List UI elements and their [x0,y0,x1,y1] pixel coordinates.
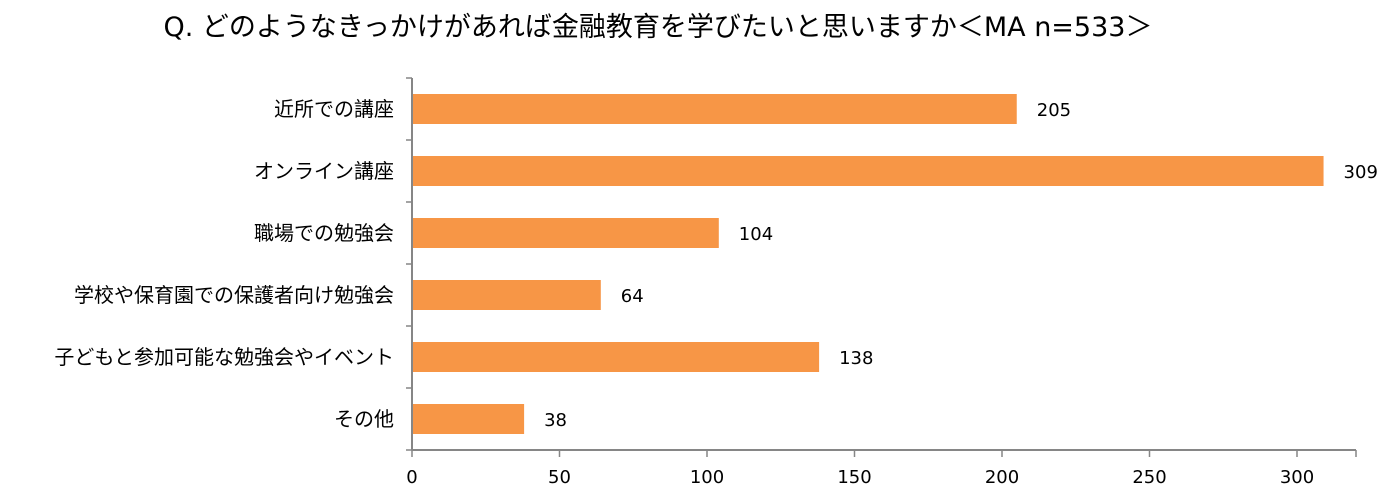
category-label: 子どもと参加可能な勉強会やイベント [54,345,394,369]
category-labels: 近所での講座オンライン講座職場での勉強会学校や保育園での保護者向け勉強会子どもと… [54,97,394,431]
data-label: 138 [839,348,873,369]
axes: 0 50 100 150 200 250 300 [406,77,1357,488]
data-label: 309 [1344,162,1378,183]
bar [413,404,525,434]
bar [413,156,1324,186]
bar [413,94,1017,124]
x-tick-label: 250 [1132,467,1166,488]
data-label: 205 [1037,100,1071,121]
bar [413,342,820,372]
bars-layer [413,94,1324,434]
x-tick-label: 150 [837,467,871,488]
data-label: 104 [739,224,773,245]
category-label: オンライン講座 [254,159,394,183]
category-label: 近所での講座 [274,97,394,121]
category-label: 職場での勉強会 [254,221,394,245]
data-label: 38 [544,410,567,431]
x-tick-label: 50 [548,467,571,488]
chart-title: Q. どのようなきっかけがあれば金融教育を学びたいと思いますか＜MA n=533… [164,12,1153,43]
x-tick-label: 200 [985,467,1019,488]
bar [413,280,601,310]
x-tick-label: 100 [690,467,724,488]
x-tick-label: 300 [1280,467,1314,488]
category-label: 学校や保育園での保護者向け勉強会 [74,283,394,307]
x-tick-label: 0 [406,467,417,488]
data-labels: 205 309 104 64 138 38 [544,100,1378,431]
category-label: その他 [334,407,394,431]
bar [413,218,719,248]
data-label: 64 [621,286,644,307]
